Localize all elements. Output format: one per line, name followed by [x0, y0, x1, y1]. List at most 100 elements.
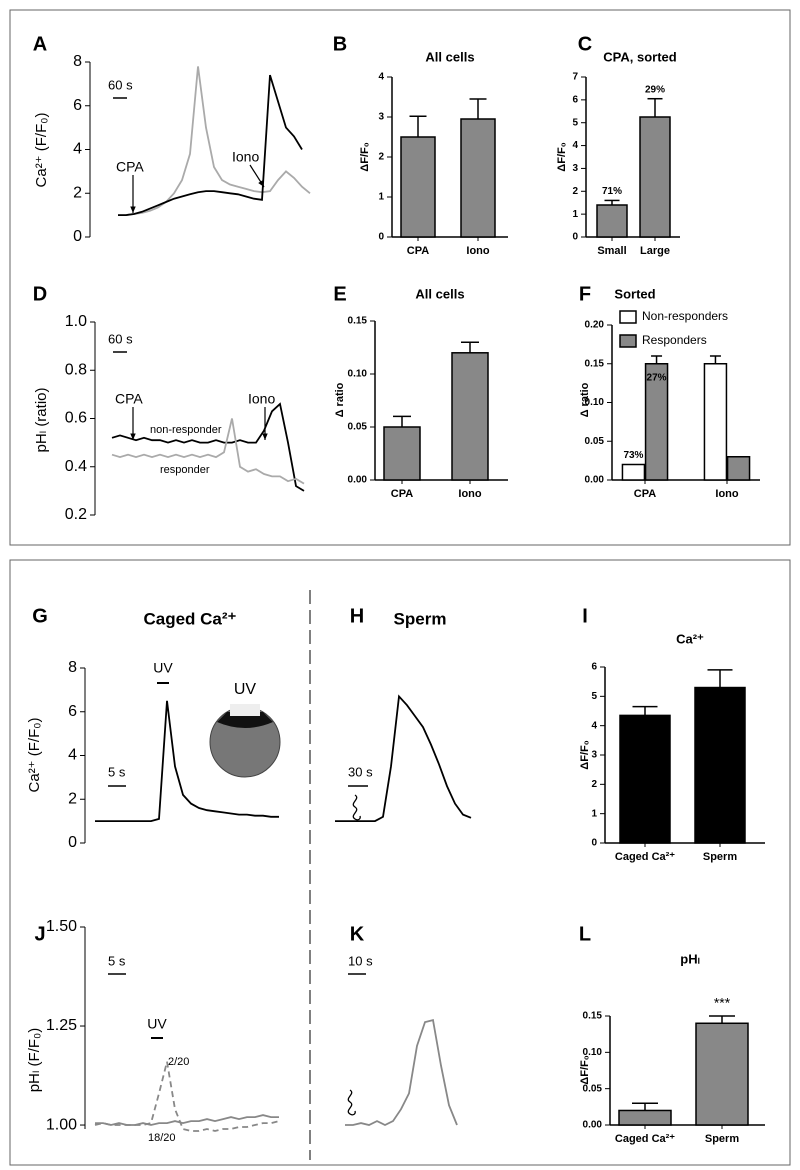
y-tick-label: 0.10 — [348, 369, 368, 380]
panel-title: Ca²⁺ — [676, 631, 704, 646]
x-tick-label: Iono — [466, 245, 489, 257]
y-tick-label: 2 — [591, 779, 597, 790]
y-tick-label: 4 — [572, 140, 578, 151]
sperm-icon — [352, 794, 361, 821]
y-tick-label: 0.10 — [583, 1047, 603, 1058]
panel-letter: K — [350, 923, 365, 945]
y-tick-label: 0.05 — [583, 1083, 603, 1094]
y-tick-label: 0 — [591, 838, 597, 849]
panel-letter: H — [350, 605, 364, 627]
y-tick-label: 0.6 — [65, 410, 87, 427]
y-tick-label: 0.2 — [65, 506, 87, 523]
arrow-head — [262, 433, 268, 440]
y-tick-label: 6 — [591, 662, 597, 673]
panel-letter: D — [33, 283, 47, 305]
y-tick-label: 3 — [591, 750, 597, 761]
panel-letter: F — [579, 283, 591, 305]
annotation: *** — [714, 995, 731, 1011]
panel-letter: E — [333, 283, 346, 305]
trace — [335, 694, 472, 822]
bar — [596, 204, 628, 238]
y-tick-label: 0.05 — [585, 436, 605, 447]
panel-title: Caged Ca²⁺ — [143, 609, 236, 628]
x-tick-label: CPA — [634, 488, 656, 500]
y-tick-label: 2 — [68, 790, 77, 807]
annotation: CPA — [115, 391, 143, 407]
annotation: UV — [147, 1016, 167, 1032]
y-tick-label: 2 — [73, 184, 82, 201]
y-axis-label: ΔF/F₀ — [579, 1055, 591, 1084]
panel-title: Sperm — [394, 609, 447, 628]
trace-label: responder — [160, 464, 210, 476]
y-tick-label: 4 — [591, 720, 597, 731]
panel-letter: C — [578, 33, 592, 55]
y-tick-label: 0.00 — [583, 1120, 603, 1131]
panel-title: Sorted — [614, 286, 655, 301]
trace — [95, 1114, 279, 1126]
annotation: 2/20 — [168, 1056, 189, 1068]
y-axis-label: Δ ratio — [579, 382, 591, 417]
y-tick-label: 8 — [73, 53, 82, 70]
y-tick-label: 5 — [572, 117, 578, 128]
bar — [703, 363, 728, 481]
panel-title: All cells — [425, 49, 474, 64]
panel-letter: I — [582, 605, 588, 627]
x-tick-label: Iono — [458, 488, 481, 500]
bar-label: 73% — [623, 450, 643, 461]
y-tick-label: 6 — [572, 94, 578, 105]
bar-label: 71% — [602, 186, 622, 197]
y-tick-label: 0.10 — [585, 397, 605, 408]
y-tick-label: 0 — [73, 228, 82, 245]
annotation: 18/20 — [148, 1132, 176, 1144]
trace — [95, 700, 279, 822]
x-tick-label: Caged Ca²⁺ — [615, 1133, 675, 1145]
bar — [621, 463, 646, 481]
y-tick-label: 2 — [572, 186, 578, 197]
scale-bar-label: 5 s — [108, 953, 126, 968]
y-tick-label: 0.00 — [585, 475, 605, 486]
y-tick-label: 0.05 — [348, 422, 368, 433]
arrow-head — [130, 433, 136, 440]
bar — [460, 118, 496, 238]
y-tick-label: 7 — [572, 72, 578, 83]
y-tick-label: 1 — [378, 192, 384, 203]
y-tick-label: 0 — [572, 232, 578, 243]
trace — [111, 418, 305, 485]
trace-label: non-responder — [150, 424, 222, 436]
y-tick-label: 0 — [378, 232, 384, 243]
x-tick-label: Large — [640, 245, 670, 257]
panel-letter: A — [33, 33, 47, 55]
inset-label: UV — [234, 681, 257, 698]
y-tick-label: 0.15 — [583, 1011, 603, 1022]
bar — [383, 426, 421, 481]
y-tick-label: 0.15 — [585, 358, 605, 369]
y-axis-label: pHₗ (ratio) — [33, 387, 50, 452]
bar — [726, 456, 751, 481]
scale-bar-label: 30 s — [348, 764, 373, 779]
trace — [345, 1018, 458, 1127]
y-tick-label: 5 — [591, 691, 597, 702]
arrow-head — [130, 206, 136, 213]
panel-letter: J — [34, 923, 45, 945]
trace — [94, 1061, 280, 1132]
x-tick-label: CPA — [391, 488, 413, 500]
bar-label: 29% — [645, 84, 665, 95]
y-tick-label: 2 — [378, 152, 384, 163]
y-tick-label: 6 — [68, 703, 77, 720]
annotation: Iono — [248, 391, 275, 407]
panel-title: pHₗ — [680, 951, 700, 966]
legend-label: Non-responders — [642, 309, 728, 323]
panel-letter: B — [333, 33, 347, 55]
y-tick-label: 1.00 — [46, 1116, 77, 1133]
panel-letter: G — [32, 605, 48, 627]
legend-label: Responders — [642, 333, 707, 347]
scale-bar-label: 60 s — [108, 331, 133, 346]
y-tick-label: 1.50 — [46, 918, 77, 935]
panel-title: All cells — [415, 286, 464, 301]
legend-swatch — [619, 310, 637, 324]
bottom-frame — [9, 559, 791, 1166]
x-tick-label: Sperm — [705, 1133, 739, 1145]
legend-swatch — [619, 334, 637, 348]
